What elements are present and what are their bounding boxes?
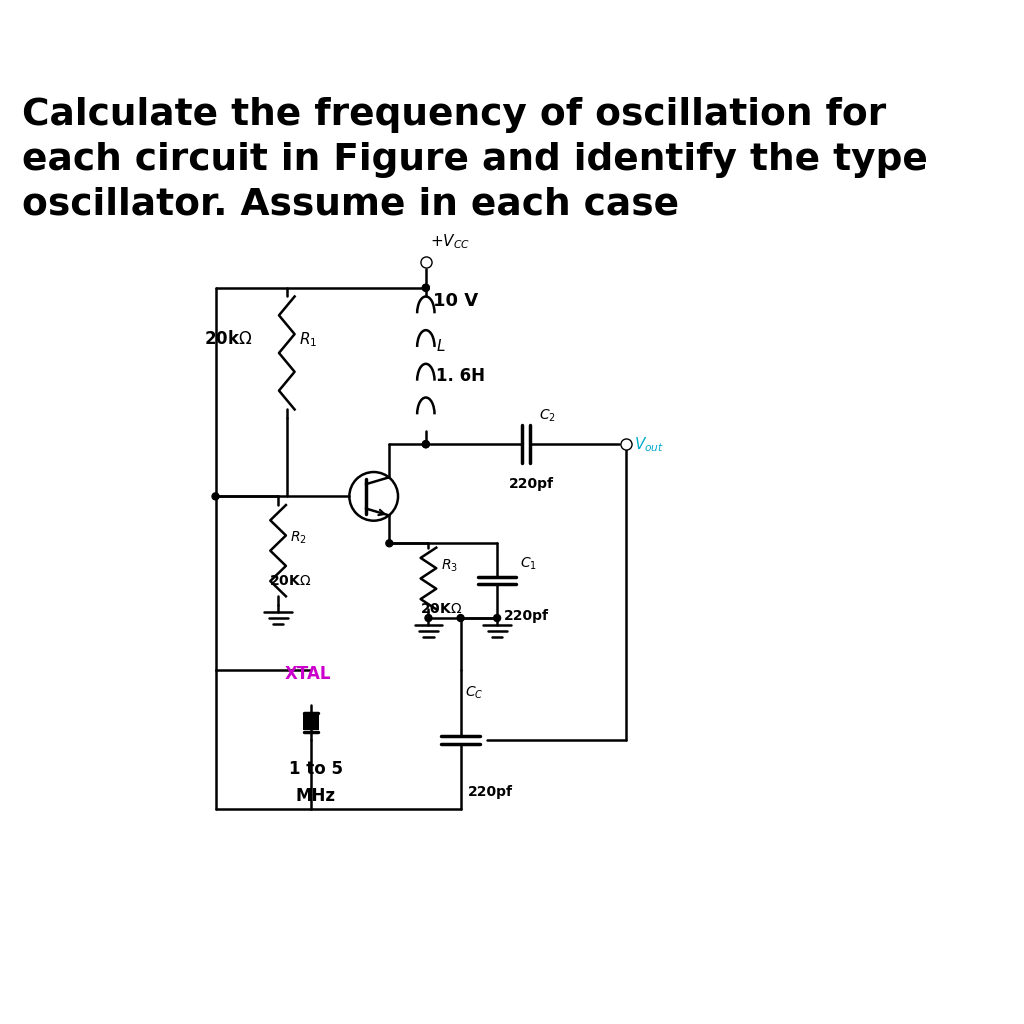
Text: 10 V: 10 V [433,292,478,310]
Circle shape [422,285,429,291]
Circle shape [386,540,393,547]
Circle shape [457,614,464,622]
Text: $C_C$: $C_C$ [465,684,483,700]
Circle shape [422,285,429,291]
Text: $R_1$: $R_1$ [299,331,317,349]
Text: 20K$\Omega$: 20K$\Omega$ [269,574,311,589]
Text: $C_1$: $C_1$ [520,556,537,572]
Circle shape [494,614,501,622]
Text: $+V_{CC}$: $+V_{CC}$ [430,232,470,251]
Text: 220pf: 220pf [508,476,553,490]
Text: MHz: MHz [296,786,336,805]
Text: Calculate the frequency of oscillation for: Calculate the frequency of oscillation f… [22,96,886,132]
Circle shape [425,614,432,622]
Circle shape [422,440,429,447]
Text: XTAL: XTAL [285,665,332,683]
Text: 220pf: 220pf [504,608,549,623]
Text: 1. 6H: 1. 6H [436,368,485,385]
Circle shape [212,493,219,500]
Text: each circuit in Figure and identify the type: each circuit in Figure and identify the … [22,141,928,178]
Text: 220pf: 220pf [468,785,513,799]
Text: $L$: $L$ [436,338,445,353]
Circle shape [422,440,429,447]
Text: 20K$\Omega$: 20K$\Omega$ [420,602,462,616]
Bar [303,715,318,730]
Text: 1 to 5: 1 to 5 [290,761,343,778]
Text: $R_2$: $R_2$ [290,530,307,547]
Text: oscillator. Assume in each case: oscillator. Assume in each case [22,187,679,223]
Text: $C_2$: $C_2$ [539,408,556,424]
Text: $V_{out}$: $V_{out}$ [635,435,665,454]
Text: 20k$\Omega$: 20k$\Omega$ [204,331,253,348]
Text: $R_3$: $R_3$ [440,558,458,574]
